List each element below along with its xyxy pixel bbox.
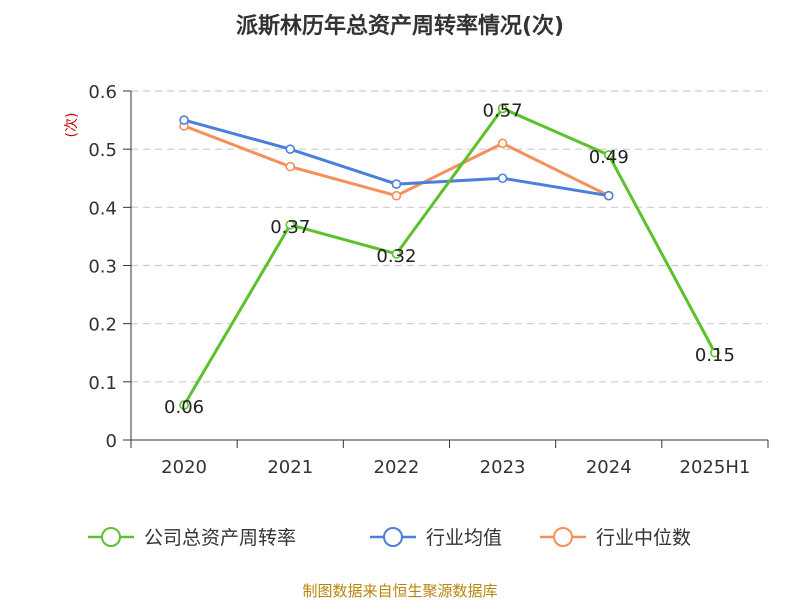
- legend-item[interactable]: 公司总资产周转率: [88, 527, 296, 549]
- x-tick-label: 2025H1: [680, 457, 751, 478]
- data-point: [710, 347, 720, 358]
- data-label: 0.57: [483, 100, 523, 121]
- legend-item[interactable]: 行业中位数: [540, 527, 691, 549]
- y-axis-label: (次): [64, 113, 80, 138]
- chart-title: 派斯林历年总资产周转率情况(次): [236, 13, 564, 39]
- x-tick-label: 2021: [267, 457, 313, 478]
- legend[interactable]: 公司总资产周转率 行业均值 行业中位数: [88, 527, 691, 549]
- x-tick-label: 2020: [161, 457, 207, 478]
- y-tick-label: 0.3: [88, 257, 117, 278]
- legend-label: 行业中位数: [596, 527, 691, 549]
- data-label: 0.06: [164, 397, 204, 418]
- legend-label: 公司总资产周转率: [144, 527, 296, 549]
- data-point: [497, 173, 508, 184]
- y-tick-label: 0.1: [88, 373, 117, 394]
- y-tick-label: 0.5: [88, 140, 117, 161]
- legend-label: 行业均值: [426, 527, 502, 549]
- series-line: [182, 106, 717, 406]
- gridlines: [131, 90, 768, 383]
- x-tick-label: 2023: [480, 457, 526, 478]
- legend-marker: [383, 527, 403, 547]
- tick-labels: 0 0.1 0.2 0.3 0.4 0.5 0.6 2020 2021 2022 2023 2024 2…: [88, 82, 750, 478]
- data-label: 0.32: [376, 246, 416, 267]
- data-label: 0.15: [695, 345, 735, 366]
- axes: [123, 90, 769, 448]
- y-tick-label: 0: [106, 431, 117, 452]
- y-tick-label: 0.2: [88, 315, 117, 336]
- data-point: [179, 115, 189, 125]
- source-note: 制图数据来自恒生聚源数据库: [302, 582, 497, 600]
- data-label: 0.49: [589, 147, 629, 168]
- x-tick-label: 2024: [586, 457, 632, 478]
- data-label: 0.37: [270, 217, 310, 238]
- legend-marker: [101, 527, 121, 547]
- data-point: [285, 219, 296, 230]
- data-point: [391, 190, 402, 201]
- x-tick-label: 2022: [374, 457, 420, 478]
- data-point: [391, 179, 402, 189]
- series-lines: [179, 103, 720, 410]
- data-point: [285, 144, 296, 154]
- data-point: [497, 138, 508, 149]
- y-tick-label: 0.4: [88, 198, 117, 219]
- data-point: [603, 190, 614, 201]
- data-point: [179, 400, 189, 410]
- data-labels: 0.06 0.37 0.32 0.57 0.49 0.15: [164, 100, 735, 418]
- legend-marker: [553, 527, 573, 547]
- legend-item[interactable]: 行业均值: [370, 527, 502, 549]
- y-tick-label: 0.6: [88, 82, 117, 103]
- data-point: [391, 249, 402, 259]
- data-point: [497, 103, 508, 114]
- data-point: [285, 161, 296, 172]
- data-point: [603, 150, 614, 160]
